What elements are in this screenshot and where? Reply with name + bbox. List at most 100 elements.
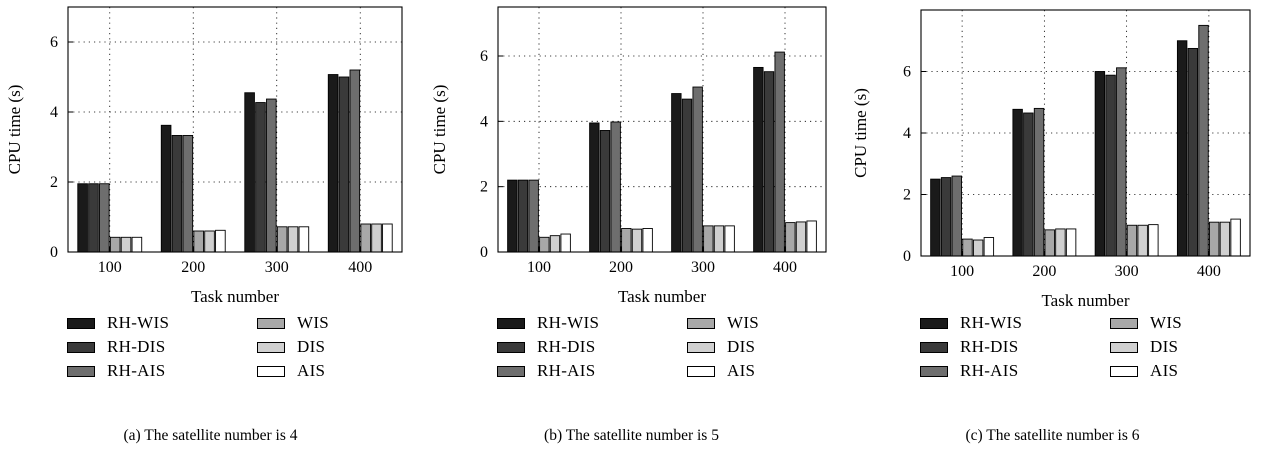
bar-ais-100 xyxy=(983,237,995,257)
bar-rh-dis-400 xyxy=(1187,47,1199,257)
legend-label: RH-WIS xyxy=(537,313,600,332)
y-axis-title: CPU time (s) xyxy=(851,88,870,178)
bar-rh-ais-300 xyxy=(692,86,703,253)
x-tick-label-100: 100 xyxy=(527,259,551,276)
bar-dis-200 xyxy=(631,228,643,253)
bar-wis-200 xyxy=(193,230,204,253)
legend-item-rh-ais: RH-AIS xyxy=(67,361,165,381)
bar-ais-300 xyxy=(1148,224,1159,257)
bar-ais-300 xyxy=(298,226,310,253)
bar-rh-dis-100 xyxy=(88,183,99,253)
legend-label: DIS xyxy=(1150,337,1179,356)
bar-dis-400 xyxy=(371,223,382,253)
legend-label: RH-DIS xyxy=(960,337,1019,356)
y-tick-label: 0 xyxy=(50,244,58,261)
legend-a: RH-WIS RH-DIS RH-AIS WIS DIS AIS xyxy=(67,311,367,391)
legend-swatch xyxy=(920,341,948,353)
bar-wis-100 xyxy=(539,236,550,253)
legend-swatch xyxy=(257,317,285,329)
legend-item-dis: DIS xyxy=(257,337,325,357)
bar-chart-c: 0 2 4 6 100 200 300 400 Task number CPU time (s) xyxy=(851,9,1251,310)
legend-item-ais: AIS xyxy=(687,361,755,381)
bar-rh-ais-300 xyxy=(266,98,277,253)
x-tick-label-300: 300 xyxy=(691,259,715,276)
x-tick-label-300: 300 xyxy=(1115,263,1139,280)
y-axis-title: CPU time (s) xyxy=(430,85,449,175)
legend-label: WIS xyxy=(297,313,330,332)
legend-label: WIS xyxy=(1150,313,1183,332)
bar-rh-wis-100 xyxy=(77,183,88,253)
bar-wis-300 xyxy=(276,226,288,253)
y-tick-label: 0 xyxy=(480,244,488,261)
legend-swatch xyxy=(67,341,95,353)
legend-item-rh-dis: RH-DIS xyxy=(497,337,595,357)
bar-chart-b: 0 2 4 6 100 200 300 400 Task number CPU time (s) xyxy=(430,6,827,306)
bar-rh-ais-300 xyxy=(1116,67,1127,257)
bar-wis-100 xyxy=(109,236,121,253)
bar-rh-ais-100 xyxy=(951,175,962,257)
y-tick-label: 4 xyxy=(50,104,58,121)
caption-a: (a) The satellite number is 4 xyxy=(123,427,298,444)
legend-label: RH-DIS xyxy=(107,337,166,356)
legend-swatch xyxy=(687,317,715,329)
bar-wis-300 xyxy=(1126,224,1138,257)
bar-wis-400 xyxy=(360,223,371,253)
bar-wis-400 xyxy=(1209,221,1220,257)
bar-rh-wis-100 xyxy=(930,178,941,257)
bar-rh-ais-400 xyxy=(349,69,361,253)
caption-c: (c) The satellite number is 6 xyxy=(965,427,1140,444)
bar-ais-200 xyxy=(642,228,653,253)
bar-ais-100 xyxy=(131,236,143,253)
y-tick-label: 2 xyxy=(903,187,911,204)
y-tick-label: 2 xyxy=(50,174,58,191)
legend-swatch xyxy=(1110,341,1138,353)
x-tick-label-200: 200 xyxy=(1032,263,1056,280)
bar-wis-100 xyxy=(962,238,973,257)
legend-swatch xyxy=(687,365,715,377)
bar-dis-100 xyxy=(972,239,984,257)
legend-label: DIS xyxy=(727,337,756,356)
caption-b: (b) The satellite number is 5 xyxy=(544,427,719,444)
x-tick-label-400: 400 xyxy=(1197,263,1221,280)
bar-rh-dis-200 xyxy=(171,134,183,253)
legend-item-wis: WIS xyxy=(1110,313,1182,333)
y-tick-label: 4 xyxy=(903,125,911,142)
legend-swatch xyxy=(497,317,525,329)
bar-rh-dis-300 xyxy=(1105,74,1116,257)
bar-ais-400 xyxy=(382,223,393,253)
legend-item-rh-dis: RH-DIS xyxy=(67,337,165,357)
x-tick-label-100: 100 xyxy=(950,263,974,280)
legend-label: RH-WIS xyxy=(960,313,1023,332)
bar-rh-ais-100 xyxy=(99,183,110,253)
legend-item-rh-ais: RH-AIS xyxy=(920,361,1018,381)
bar-dis-300 xyxy=(287,226,299,253)
legend-swatch xyxy=(257,365,285,377)
bar-rh-wis-400 xyxy=(1176,40,1188,257)
bar-rh-wis-400 xyxy=(753,66,764,253)
legend-item-ais: AIS xyxy=(257,361,325,381)
bar-rh-dis-300 xyxy=(681,98,693,253)
bar-rh-dis-200 xyxy=(599,130,611,253)
plot-frame xyxy=(497,6,827,253)
bar-rh-dis-100 xyxy=(517,179,529,253)
bar-dis-100 xyxy=(549,235,561,253)
legend-item-rh-dis: RH-DIS xyxy=(920,337,1018,357)
y-tick-label: 6 xyxy=(50,34,58,51)
legend-swatch xyxy=(67,365,95,377)
chart-panel-a: 0 2 4 6 100 200 300 400 Task number CPU time (s) … xyxy=(0,0,421,457)
bar-rh-dis-300 xyxy=(255,102,266,253)
legend-label: AIS xyxy=(727,361,756,380)
bar-rh-wis-400 xyxy=(327,74,339,253)
legend-item-dis: DIS xyxy=(1110,337,1178,357)
y-tick-label: 0 xyxy=(903,248,911,265)
bar-rh-dis-200 xyxy=(1023,112,1034,257)
bar-wis-300 xyxy=(703,225,714,253)
bar-dis-400 xyxy=(1219,221,1231,257)
legend-label: RH-AIS xyxy=(960,361,1019,380)
x-tick-label-300: 300 xyxy=(265,259,289,276)
legend-label: AIS xyxy=(297,361,326,380)
bar-ais-100 xyxy=(560,233,571,253)
legend-swatch xyxy=(497,341,525,353)
legend-swatch xyxy=(257,341,285,353)
bar-dis-300 xyxy=(713,225,725,253)
